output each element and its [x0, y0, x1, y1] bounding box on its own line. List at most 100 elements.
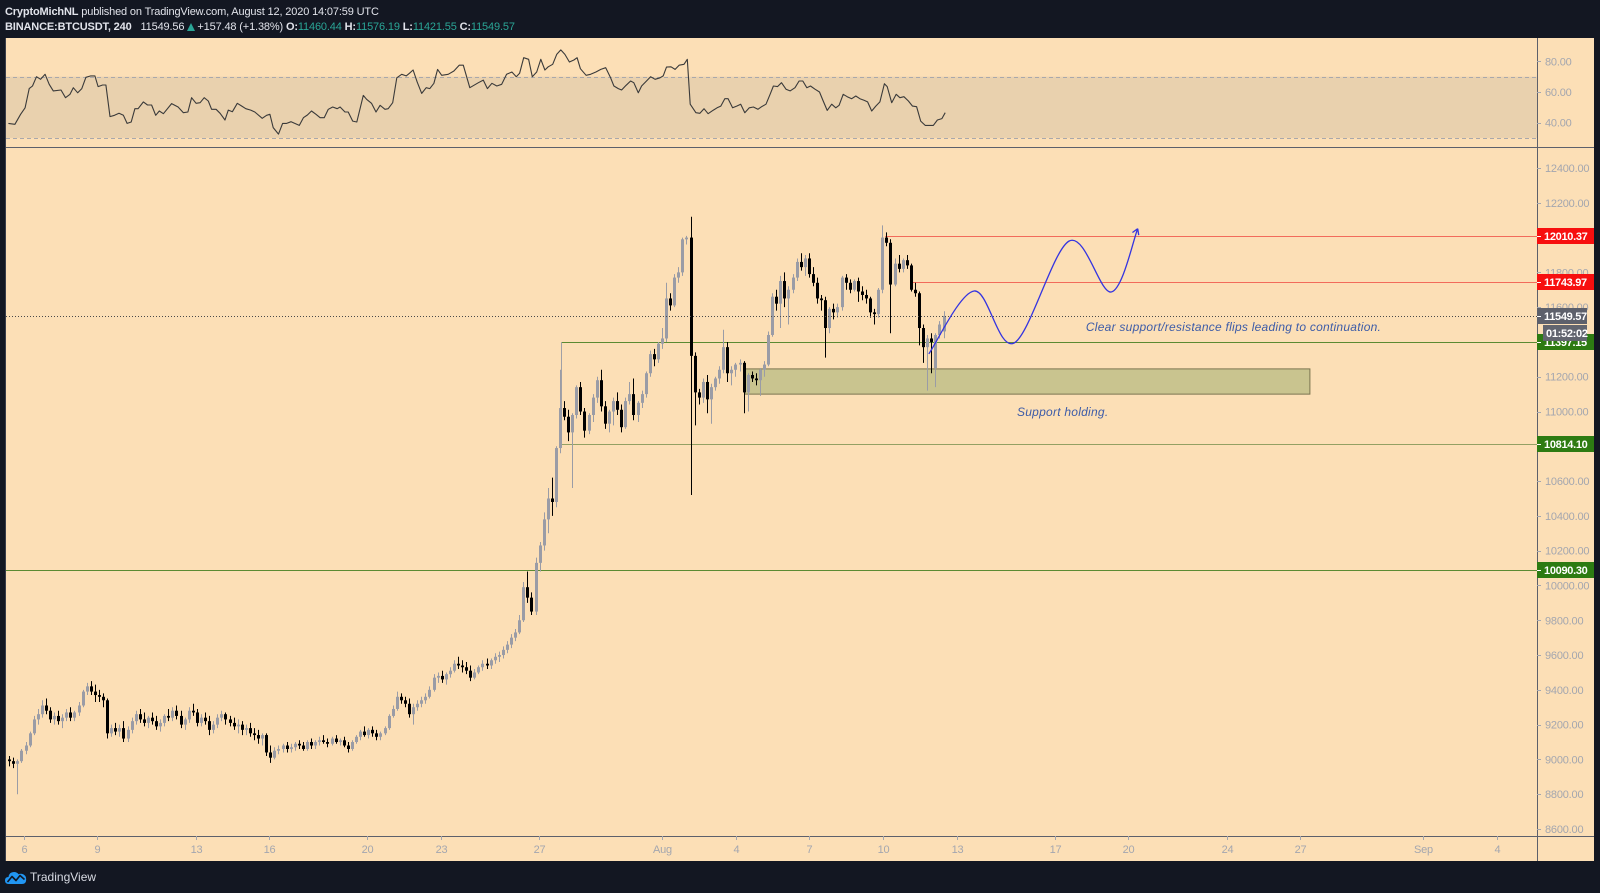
candle-body [779, 281, 782, 304]
candle-up [747, 373, 750, 412]
candle-up [351, 740, 354, 751]
time-tick-label: 27 [534, 844, 546, 856]
candle-up [318, 736, 321, 746]
candle-body [739, 362, 742, 365]
publisher-name[interactable]: CryptoMichNL [5, 6, 79, 18]
candle-up [718, 366, 721, 384]
candle-body [286, 745, 289, 749]
tradingview-cloud-icon[interactable] [5, 869, 27, 885]
candle-down [139, 708, 142, 723]
candle-up [490, 658, 493, 669]
candle-body [930, 338, 933, 342]
candle-up [16, 759, 19, 795]
candle-body [612, 401, 615, 412]
time-tick-label: 13 [191, 844, 203, 856]
candle-body [771, 296, 774, 335]
candle-down [861, 286, 864, 301]
candle-body [698, 392, 701, 398]
candle-up [412, 703, 415, 725]
candle-up [73, 710, 76, 722]
price-pane[interactable]: Clear support/resistance flips leading t… [6, 216, 1537, 795]
candle-down [918, 291, 921, 346]
candle-body [90, 686, 93, 692]
candle-down [122, 721, 125, 743]
candle-body [567, 416, 570, 433]
candle-body [118, 728, 121, 732]
candle-body [938, 324, 941, 335]
candle-body [204, 717, 207, 722]
badge-text: 12010.37 [1544, 231, 1588, 243]
candle-down [375, 729, 378, 741]
candle-up [135, 710, 138, 725]
candle-body [310, 742, 313, 746]
candle-body [877, 289, 880, 315]
candle-up [559, 369, 562, 454]
candle-down [298, 740, 301, 749]
candle-up [612, 397, 615, 426]
candle-body [571, 414, 574, 433]
time-axis[interactable]: 6 9 13 16 20 23 27 Aug 4 7 10 13 17 20 24 27 Sep 4 [22, 836, 1501, 856]
candle-up [624, 397, 627, 429]
candle-body [836, 307, 839, 313]
candle-up [273, 747, 276, 760]
candle-body [61, 717, 64, 722]
candle-body [16, 761, 19, 764]
candle-up [437, 672, 440, 683]
candle-body [535, 562, 538, 612]
candle-body [41, 705, 44, 715]
candle-body [290, 747, 293, 749]
candle-up [445, 672, 448, 685]
candle-body [73, 712, 76, 718]
candle-body [555, 448, 558, 502]
candle-down [196, 708, 199, 727]
candle-body [539, 545, 542, 563]
candle-body [82, 691, 85, 706]
candle-body [845, 277, 848, 283]
candle-body [224, 714, 227, 720]
candle-down [143, 712, 146, 727]
candle-up [449, 667, 452, 678]
candle-body [298, 743, 301, 746]
candle-down [102, 693, 105, 708]
candle-body [494, 656, 497, 661]
candle-body [677, 272, 680, 278]
candle-up [677, 267, 680, 283]
candle-up [836, 303, 839, 318]
rsi-pane[interactable] [6, 49, 1537, 139]
candle-down [726, 341, 729, 382]
candle-body [869, 298, 872, 313]
candle-body [220, 714, 223, 718]
candle-up [33, 715, 36, 736]
candle-body [359, 731, 362, 737]
symbol-interval[interactable]: BINANCE:BTCUSDT, 240 [5, 21, 132, 33]
candle-body [277, 748, 280, 751]
candle-body [351, 742, 354, 749]
candle-body [437, 675, 440, 678]
candle-up [673, 274, 676, 308]
candle-body [314, 742, 317, 746]
annotation-support-text: Support holding. [1017, 405, 1108, 419]
tradingview-brand[interactable]: TradingView [30, 870, 97, 884]
candle-up [184, 717, 187, 730]
badge-text: 10090.30 [1544, 565, 1588, 577]
candle-down [783, 272, 786, 308]
candle-body [824, 300, 827, 329]
candle-body [261, 735, 264, 739]
candle-up [25, 742, 28, 755]
candle-up [637, 401, 640, 422]
candle-body [894, 263, 897, 285]
candle-up [237, 719, 240, 734]
close-value: 11549.57 [470, 21, 515, 33]
candle-body [388, 715, 391, 729]
candle-body [645, 373, 648, 395]
candle-down [249, 722, 252, 737]
rsi-price-axis[interactable]: 80.00 60.00 40.00 [1537, 56, 1572, 130]
badge-background [1537, 274, 1594, 290]
candle-body [449, 670, 452, 675]
symbol-info-line: BINANCE:BTCUSDT, 240 11549.56 +157.48 (+1… [5, 20, 515, 35]
candle-body [159, 722, 162, 727]
time-tick-label: 24 [1222, 844, 1234, 856]
candle-body [408, 703, 411, 715]
candle-body [465, 667, 468, 671]
